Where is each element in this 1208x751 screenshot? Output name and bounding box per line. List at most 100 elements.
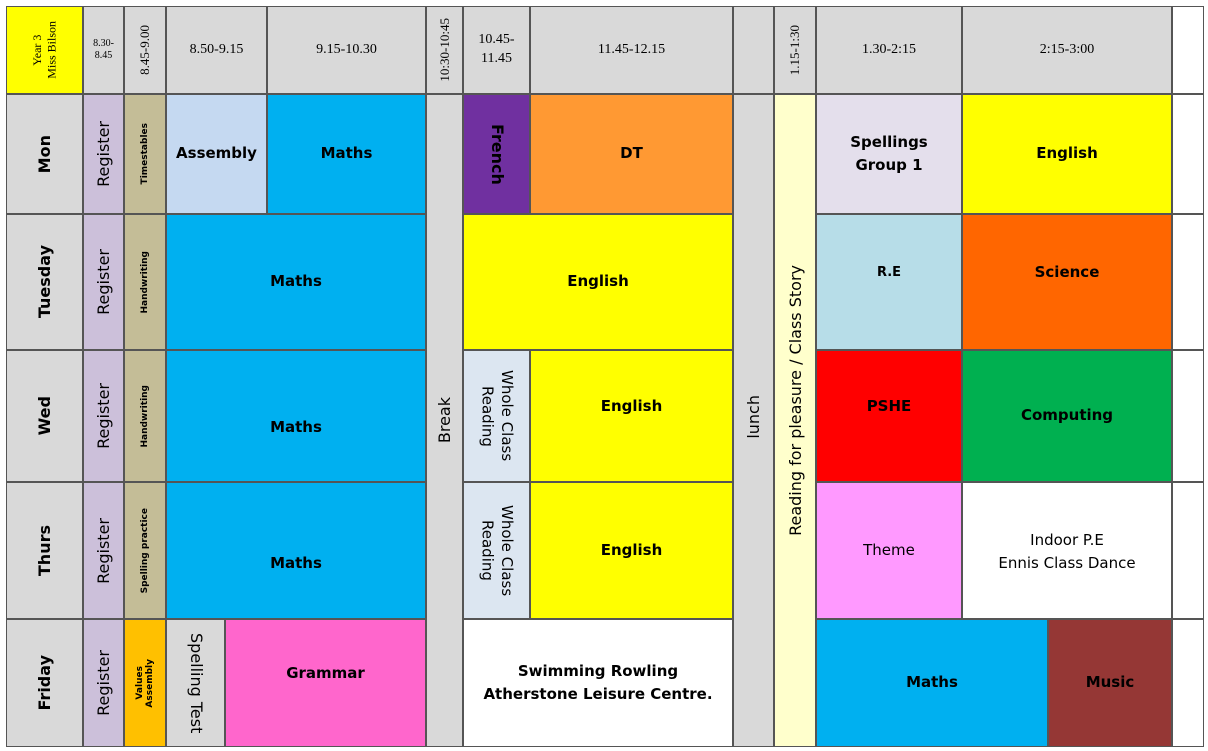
day-monday-label: Mon: [35, 134, 54, 174]
fri-spelling-test: Spelling Test: [166, 619, 225, 747]
thu-extra: [1172, 482, 1204, 619]
tue-english: English: [463, 214, 733, 350]
register-wednesday-label: Register: [94, 383, 113, 449]
mon-extra: [1172, 94, 1204, 214]
mon-dt-label: DT: [620, 144, 643, 163]
mon-spellings: Spellings Group 1: [816, 94, 962, 214]
header-time-0215: 2:15-3:00: [962, 6, 1172, 94]
fri-spelling-test-label: Spelling Test: [186, 632, 206, 734]
class-label-cell: Year 3 Miss Bilson: [6, 6, 83, 94]
mon-maths: Maths: [267, 94, 426, 214]
mon-spellings-label: Spellings Group 1: [850, 132, 928, 174]
thu-maths-label: Maths: [270, 553, 322, 572]
early-monday: Timestables: [124, 94, 166, 214]
early-wednesday-label: Handwriting: [140, 384, 150, 448]
day-thursday: Thurs: [6, 482, 83, 619]
header-time-0845: 8.45-9.00: [124, 6, 166, 94]
mon-maths-label: Maths: [320, 144, 373, 163]
thu-theme: Theme: [816, 482, 962, 619]
header-time-1045-label: 10.45- 11.45: [478, 32, 515, 66]
fri-music: Music: [1048, 619, 1172, 747]
reading-for-pleasure-label: Reading for pleasure / Class Story: [785, 265, 805, 536]
wed-computing-label: Computing: [1020, 406, 1114, 425]
header-time-0915-label: 9.15-10.30: [316, 41, 377, 57]
register-thursday: Register: [83, 482, 124, 619]
thu-pe: Indoor P.E Ennis Class Dance: [962, 482, 1172, 619]
day-wednesday-label: Wed: [35, 396, 54, 436]
thu-theme-label: Theme: [863, 540, 915, 559]
header-time-0915: 9.15-10.30: [267, 6, 426, 94]
fri-grammar: Grammar: [225, 619, 426, 747]
header-time-1045: 10.45- 11.45: [463, 6, 530, 94]
header-time-0830: 8.30- 8.45: [83, 6, 124, 94]
mon-assembly: Assembly: [166, 94, 267, 214]
reading-for-pleasure-column: Reading for pleasure / Class Story: [774, 94, 816, 747]
thu-english-label: English: [600, 540, 663, 559]
tue-english-label: English: [567, 272, 629, 291]
early-monday-label: Timestables: [140, 123, 150, 185]
wed-pshe-label: PSHE: [866, 397, 912, 415]
register-monday-label: Register: [94, 121, 113, 187]
early-wednesday: Handwriting: [124, 350, 166, 482]
early-friday-label: Values Assembly: [135, 658, 155, 708]
wed-pshe: PSHE: [816, 350, 962, 482]
day-tuesday-label: Tuesday: [35, 245, 54, 319]
wed-reading-label: Whole Class Reading: [478, 370, 517, 462]
break-label: Break: [435, 397, 454, 444]
mon-assembly-label: Assembly: [176, 144, 257, 163]
lunch-label: lunch: [744, 394, 763, 439]
tue-maths-label: Maths: [270, 272, 322, 291]
thu-reading-label: Whole Class Reading: [478, 504, 517, 597]
header-time-1145-label: 11.45-12.15: [597, 41, 666, 57]
wed-extra: [1172, 350, 1204, 482]
thu-reading: Whole Class Reading: [463, 482, 530, 619]
day-tuesday: Tuesday: [6, 214, 83, 350]
fri-grammar-label: Grammar: [286, 664, 365, 682]
thu-english: English: [530, 482, 733, 619]
wed-maths-label: Maths: [270, 418, 322, 437]
fri-swimming-label: Swimming Rowling Atherstone Leisure Cent…: [483, 661, 713, 703]
header-time-1030: 10:30-10:45: [426, 6, 463, 94]
register-thursday-label: Register: [94, 517, 113, 584]
fri-swimming: Swimming Rowling Atherstone Leisure Cent…: [463, 619, 733, 747]
tue-maths: Maths: [166, 214, 426, 350]
register-tuesday: Register: [83, 214, 124, 350]
header-time-0850-label: 8.50-9.15: [189, 41, 244, 57]
day-wednesday: Wed: [6, 350, 83, 482]
register-friday-label: Register: [94, 650, 113, 716]
wed-maths: Maths: [166, 350, 426, 482]
header-time-0850: 8.50-9.15: [166, 6, 267, 94]
header-time-0115-label: 1.15-1:30: [787, 24, 803, 76]
thu-maths: Maths: [166, 482, 426, 619]
mon-french: French: [463, 94, 530, 214]
fri-maths: Maths: [816, 619, 1048, 747]
early-tuesday: Handwriting: [124, 214, 166, 350]
register-tuesday-label: Register: [94, 249, 113, 315]
early-thursday-label: Spelling practice: [140, 507, 150, 594]
early-thursday: Spelling practice: [124, 482, 166, 619]
register-monday: Register: [83, 94, 124, 214]
header-lunch-blank: [733, 6, 774, 94]
day-thursday-label: Thurs: [35, 524, 54, 577]
tue-science: Science: [962, 214, 1172, 350]
mon-english: English: [962, 94, 1172, 214]
day-monday: Mon: [6, 94, 83, 214]
tue-science-label: Science: [1034, 263, 1100, 281]
thu-pe-label: Indoor P.E Ennis Class Dance: [998, 531, 1136, 573]
register-wednesday: Register: [83, 350, 124, 482]
fri-maths-label: Maths: [906, 673, 958, 692]
wed-reading: Whole Class Reading: [463, 350, 530, 482]
register-friday: Register: [83, 619, 124, 747]
fri-extra: [1172, 619, 1204, 747]
tue-re: R.E: [816, 214, 962, 350]
break-column: Break: [426, 94, 463, 747]
tue-extra: [1172, 214, 1204, 350]
mon-french-label: French: [487, 123, 507, 185]
header-extra-blank: [1172, 6, 1204, 94]
header-time-0845-label: 8.45-9.00: [137, 25, 153, 75]
mon-english-label: English: [1036, 144, 1098, 163]
lunch-column: lunch: [733, 94, 774, 747]
header-time-0130-label: 1.30-2:15: [861, 41, 917, 57]
day-friday: Friday: [6, 619, 83, 747]
fri-music-label: Music: [1085, 673, 1135, 692]
